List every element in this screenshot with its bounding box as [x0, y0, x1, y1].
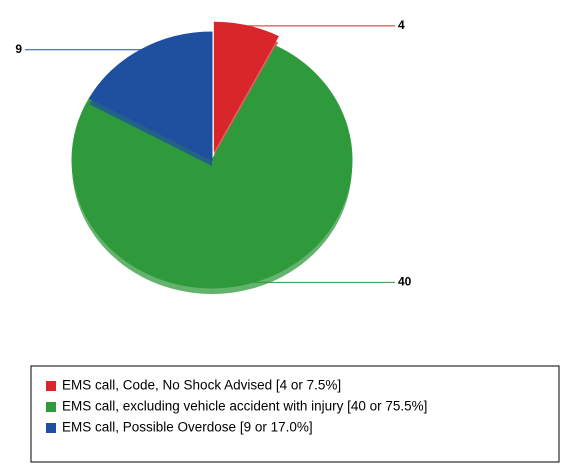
legend-label: EMS call, excluding vehicle accident wit… — [62, 399, 427, 414]
legend-label: EMS call, Code, No Shock Advised [4 or 7… — [62, 378, 341, 393]
data-label: 4 — [398, 18, 405, 32]
data-label: 40 — [398, 275, 412, 289]
legend-swatch — [46, 381, 56, 391]
pie-slice — [213, 21, 279, 153]
legend-swatch — [46, 423, 56, 433]
legend-swatch — [46, 402, 56, 412]
legend-box — [30, 365, 560, 463]
pie-slice — [71, 45, 353, 289]
legend-label: EMS call, Possible Overdose [9 or 17.0%] — [62, 420, 313, 435]
data-label: 9 — [15, 42, 22, 56]
